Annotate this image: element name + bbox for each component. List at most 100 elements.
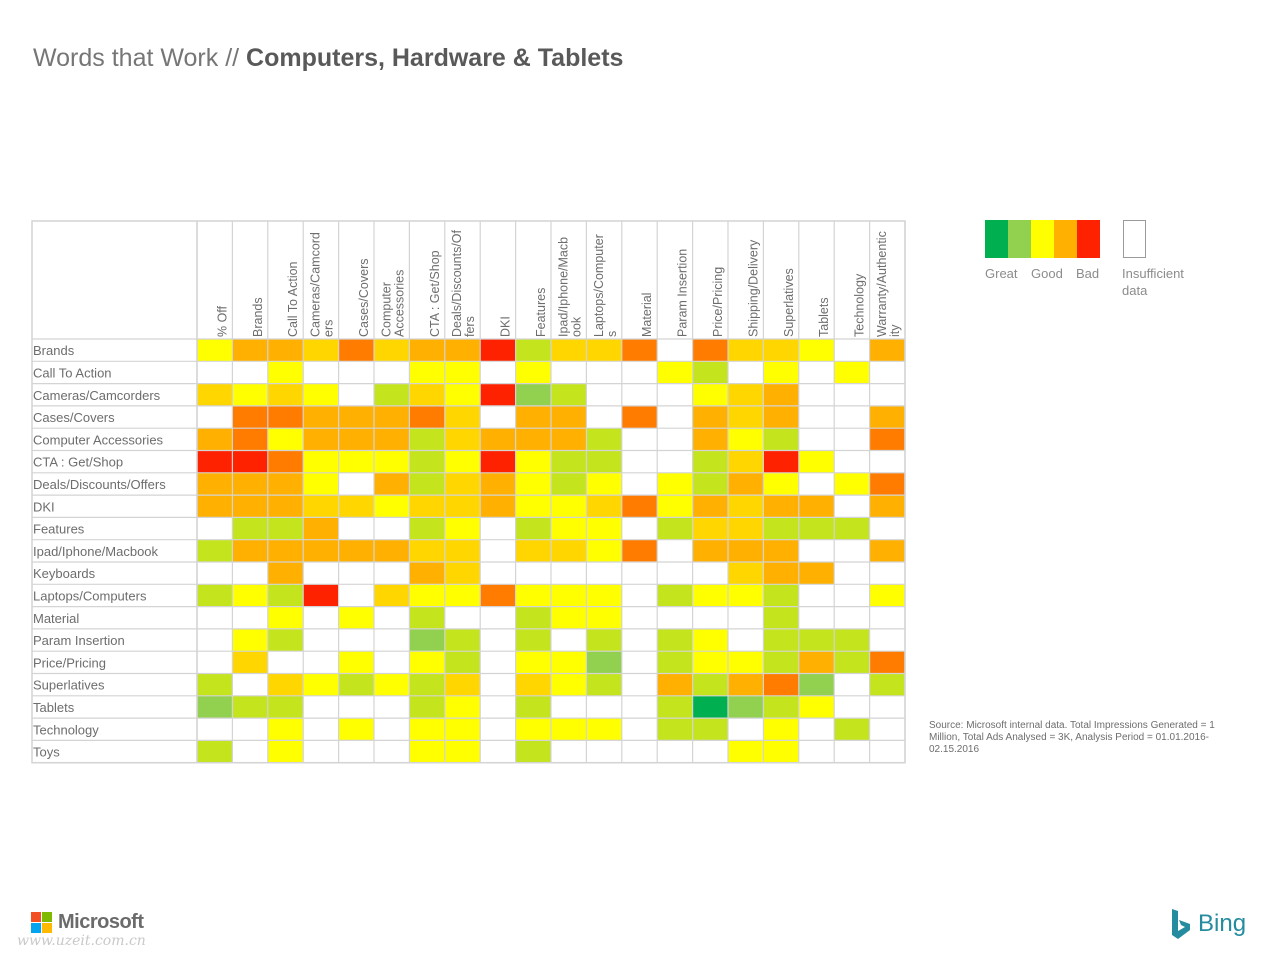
heatmap-cell [267, 695, 304, 719]
heatmap-cell [657, 450, 693, 473]
heatmap-cell [197, 584, 233, 607]
legend: Great Good Bad Insufficient data [985, 220, 1205, 310]
heatmap-cell [232, 450, 268, 473]
heatmap-cell [798, 673, 835, 696]
heatmap-cell [869, 405, 905, 429]
heatmap-cell [338, 584, 374, 607]
heatmap-cell [834, 718, 870, 741]
heatmap-cell [834, 673, 870, 696]
heatmap-cell [551, 339, 587, 362]
heatmap-cell [728, 628, 764, 652]
heatmap-cell [374, 651, 410, 674]
heatmap-cell [657, 517, 693, 540]
heatmap-cell [338, 740, 374, 763]
row-label: DKI [33, 499, 55, 514]
bing-logo: Bing [1170, 908, 1250, 942]
heatmap-cell [374, 718, 410, 741]
heatmap-cell [621, 539, 658, 562]
heatmap-cell [303, 361, 339, 384]
heatmap-cell [515, 562, 551, 585]
heatmap-cell [763, 718, 799, 741]
heatmap-cell [232, 562, 268, 585]
heatmap-cell [480, 428, 516, 451]
heatmap-cell [232, 651, 268, 674]
heatmap-cell [728, 405, 764, 429]
heatmap-cell [480, 606, 516, 629]
heatmap-cell [869, 450, 905, 473]
heatmap-cell [657, 405, 693, 429]
column-label: CTA : Get/Shop [428, 250, 442, 337]
heatmap-cell [303, 606, 339, 629]
heatmap-cell [834, 428, 870, 451]
heatmap-cell [728, 718, 764, 741]
heatmap-cell [728, 539, 764, 562]
heatmap-cell [515, 361, 551, 384]
legend-swatch-great [985, 220, 1008, 258]
heatmap-cell [303, 539, 339, 562]
heatmap-cell [197, 606, 233, 629]
heatmap-cell [303, 495, 339, 518]
heatmap-cell [728, 606, 764, 629]
heatmap-cell [869, 584, 905, 607]
heatmap-cell [197, 495, 233, 518]
heatmap-cell [834, 495, 870, 518]
heatmap-cell [834, 695, 870, 719]
heatmap-cell [728, 383, 764, 406]
heatmap-cell [551, 673, 587, 696]
heatmap-cell [409, 539, 445, 562]
heatmap-cell [444, 695, 481, 719]
heatmap-cell [692, 606, 728, 629]
heatmap-cell [444, 405, 481, 429]
column-label: ity [888, 324, 902, 337]
heatmap-cell [551, 718, 587, 741]
heatmap-cell [551, 472, 587, 496]
heatmap-cell [338, 651, 374, 674]
heatmap-cell [197, 361, 233, 384]
grid-frame [31, 220, 906, 764]
heatmap-cell [515, 517, 551, 540]
heatmap-cell [267, 383, 304, 406]
heatmap-cell [869, 562, 905, 585]
heatmap-cell [834, 383, 870, 406]
heatmap-cell [338, 428, 374, 451]
heatmap-cell [621, 472, 658, 496]
heatmap-cell [621, 718, 658, 741]
heatmap-cell [515, 428, 551, 451]
heatmap-cell [480, 628, 516, 652]
heatmap-cell [444, 472, 481, 496]
legend-label-good: Good [1031, 266, 1063, 281]
heatmap-cell [728, 495, 764, 518]
heatmap-cell [621, 673, 658, 696]
title-main: Computers, Hardware & Tablets [246, 44, 624, 72]
heatmap-cell [267, 539, 304, 562]
heatmap-cell [267, 517, 304, 540]
heatmap-cell [763, 651, 799, 674]
heatmap-cell [515, 740, 551, 763]
heatmap-cell [728, 740, 764, 763]
heatmap-cell [621, 584, 658, 607]
heatmap-cell [692, 383, 728, 406]
heatmap-cell [374, 405, 410, 429]
legend-swatch-good-low [1054, 220, 1077, 258]
heatmap-cell [444, 562, 481, 585]
heatmap-cell [728, 339, 764, 362]
column-label: ook [569, 316, 583, 337]
heatmap-cell [303, 695, 339, 719]
heatmap-cell [303, 472, 339, 496]
heatmap-cell [763, 472, 799, 496]
heatmap-cell [586, 606, 622, 629]
heatmap-cell [267, 740, 304, 763]
column-label: Ipad/Iphone/Macb [556, 237, 570, 337]
heatmap-cell [763, 361, 799, 384]
heatmap-cell [763, 539, 799, 562]
heatmap-cell [834, 740, 870, 763]
heatmap-cell [197, 562, 233, 585]
heatmap-cell [798, 628, 835, 652]
heatmap-cell [692, 539, 728, 562]
heatmap-cell [551, 695, 587, 719]
heatmap-cell [834, 517, 870, 540]
heatmap-cell [480, 740, 516, 763]
heatmap-cell [197, 405, 233, 429]
heatmap-cell [409, 450, 445, 473]
